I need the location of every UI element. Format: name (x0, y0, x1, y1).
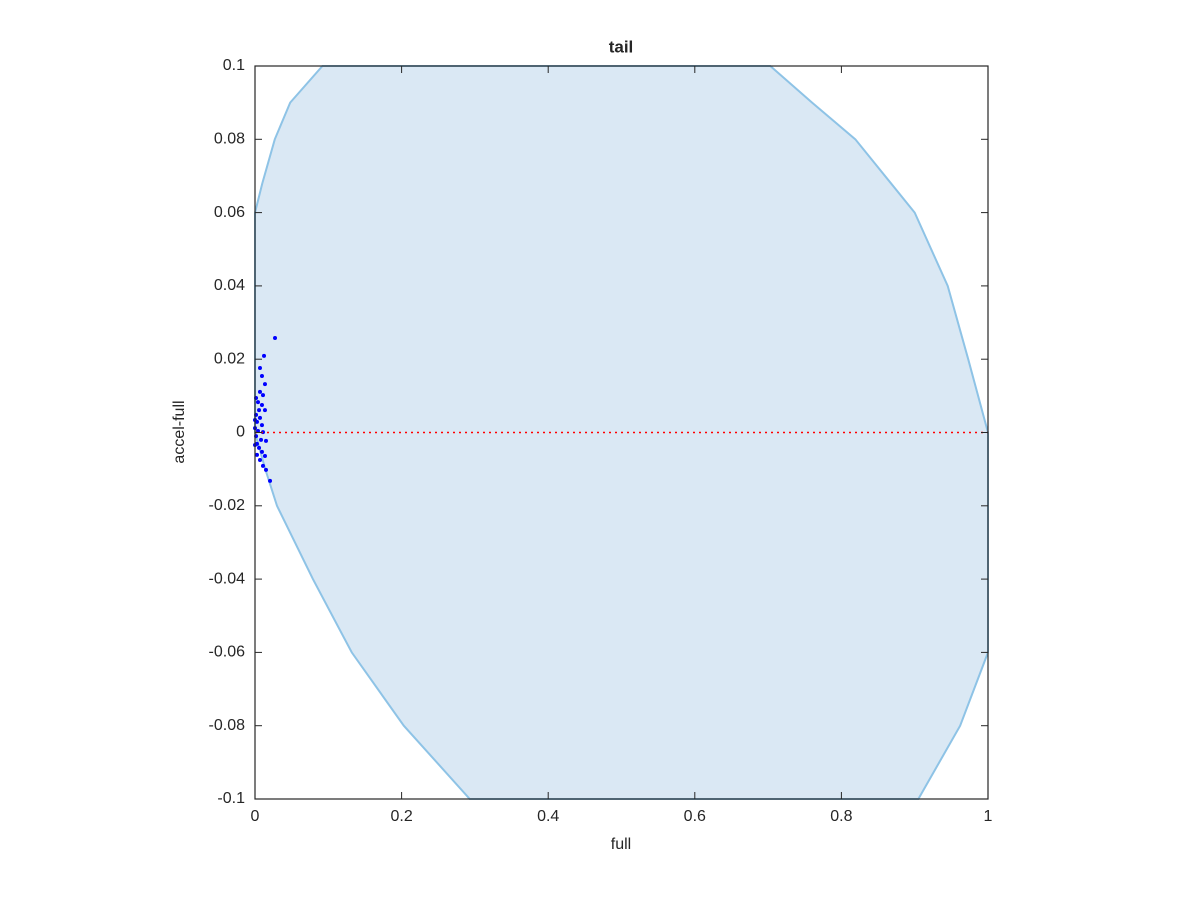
scatter-point (257, 445, 262, 450)
x-tick-label: 0.2 (390, 808, 412, 825)
scatter-point (262, 382, 267, 387)
scatter-point (262, 353, 267, 358)
y-tick-label: -0.02 (209, 497, 246, 514)
scatter-point (259, 437, 264, 442)
scatter-point (259, 449, 264, 454)
scatter-point (273, 335, 278, 340)
scatter-point (263, 438, 268, 443)
scatter-point (260, 393, 265, 398)
scatter-point (259, 374, 264, 379)
scatter-point (257, 415, 262, 420)
scatter-point (257, 457, 262, 462)
scatter-point (262, 408, 267, 413)
y-tick-label: 0.04 (214, 277, 245, 294)
scatter-point (256, 400, 261, 405)
x-tick-label: 0.8 (830, 808, 852, 825)
y-tick-label: 0.06 (214, 204, 245, 221)
scatter-point (262, 453, 267, 458)
y-tick-label: 0.08 (214, 131, 245, 148)
scatter-point (259, 423, 264, 428)
y-tick-label: 0.1 (223, 57, 245, 74)
scatter-point (257, 365, 262, 370)
scatter-point (263, 467, 268, 472)
y-tick-label: 0 (236, 424, 245, 441)
scatter-point (259, 403, 264, 408)
x-tick-label: 1 (984, 808, 993, 825)
y-axis-label: accel-full (171, 400, 188, 463)
scatter-point (260, 463, 265, 468)
chart-title: tail (609, 37, 634, 56)
x-tick-label: 0.4 (537, 808, 559, 825)
x-tick-label: 0 (251, 808, 260, 825)
y-tick-label: -0.08 (209, 717, 246, 734)
scatter-point (268, 478, 273, 483)
scatter-point (257, 389, 262, 394)
y-tick-label: -0.06 (209, 644, 246, 661)
y-tick-label: -0.04 (209, 570, 246, 587)
scatter-point (257, 408, 262, 413)
x-axis-label: full (611, 836, 631, 853)
x-tick-label: 0.6 (684, 808, 706, 825)
y-tick-label: 0.02 (214, 350, 245, 367)
scatter-point (254, 452, 259, 457)
y-tick-label: -0.1 (217, 790, 245, 807)
